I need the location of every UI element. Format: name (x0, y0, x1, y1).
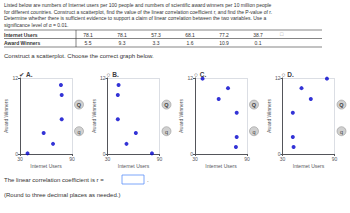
svg-text:○ C.: ○ C. (194, 71, 206, 78)
svg-text:0: 0 (190, 151, 193, 157)
svg-text:0: 0 (102, 151, 106, 157)
svg-text:significance level of α = 0.01: significance level of α = 0.01. (4, 22, 68, 28)
svg-text:9.3: 9.3 (119, 40, 126, 46)
svg-text:90: 90 (244, 156, 250, 162)
svg-text:10.9: 10.9 (219, 40, 229, 46)
svg-text:0.1: 0.1 (255, 40, 262, 46)
svg-text:12: 12 (187, 75, 193, 81)
svg-text:Internet Users: Internet Users (4, 32, 38, 38)
svg-text:68.1: 68.1 (185, 32, 195, 38)
svg-text:0: 0 (277, 151, 281, 157)
svg-text:Award Winners: Award Winners (178, 99, 184, 133)
svg-text:○ B.: ○ B. (107, 71, 119, 78)
svg-text:30: 30 (17, 156, 23, 162)
svg-text:○ D.: ○ D. (282, 71, 294, 78)
svg-text:5.5: 5.5 (85, 40, 92, 46)
svg-text:Listed below are numbers of In: Listed below are numbers of Internet use… (4, 2, 272, 8)
svg-text:Internet Users: Internet Users (205, 163, 237, 169)
svg-text:Internet Users: Internet Users (293, 163, 325, 169)
svg-text:q: q (252, 129, 255, 135)
svg-text:30: 30 (105, 156, 111, 162)
svg-text:90: 90 (157, 156, 163, 162)
svg-text:Q: Q (77, 102, 82, 108)
svg-text:90: 90 (332, 156, 338, 162)
svg-text:3.3: 3.3 (153, 40, 160, 46)
svg-text:78.1: 78.1 (83, 32, 93, 38)
svg-text:Q: Q (252, 102, 257, 108)
svg-text:Award Winners: Award Winners (3, 99, 9, 133)
svg-text:The linear correlation coeffic: The linear correlation coefficient is r … (4, 177, 104, 183)
svg-text:57.3: 57.3 (151, 32, 161, 38)
svg-text:30: 30 (280, 156, 286, 162)
svg-text:12: 12 (100, 75, 106, 81)
svg-text:78.1: 78.1 (117, 32, 127, 38)
svg-text:Award Winners: Award Winners (4, 40, 40, 46)
svg-text:Determine whether there is suf: Determine whether there is sufficient ev… (4, 15, 266, 21)
svg-text:12: 12 (12, 75, 18, 81)
svg-text:✔ A.: ✔ A. (19, 71, 33, 78)
svg-text:.: . (147, 177, 149, 183)
svg-text:38.7: 38.7 (253, 32, 263, 38)
svg-text:q: q (340, 129, 343, 135)
svg-text:Q: Q (164, 102, 169, 108)
svg-text:90: 90 (69, 156, 75, 162)
svg-text:77.2: 77.2 (219, 32, 229, 38)
svg-text:for different countries. Const: for different countries. Construct a sca… (4, 9, 272, 15)
svg-text:Internet Users: Internet Users (30, 163, 62, 169)
svg-text:0: 0 (15, 151, 18, 157)
svg-text:Q: Q (339, 102, 344, 108)
svg-text:Award Winners: Award Winners (266, 99, 272, 133)
svg-text:Internet Users: Internet Users (118, 163, 150, 169)
svg-text:□: □ (280, 31, 284, 37)
svg-text:30: 30 (192, 156, 198, 162)
svg-text:(Round to three decimal places: (Round to three decimal places as needed… (4, 192, 120, 198)
svg-text:1.6: 1.6 (187, 40, 194, 46)
svg-text:q: q (165, 129, 168, 135)
svg-text:Construct a scatterplot. Choos: Construct a scatterplot. Choose the corr… (4, 53, 154, 59)
svg-text:q: q (77, 129, 80, 135)
svg-text:12: 12 (275, 75, 281, 81)
svg-text:Award Winners: Award Winners (91, 99, 97, 133)
